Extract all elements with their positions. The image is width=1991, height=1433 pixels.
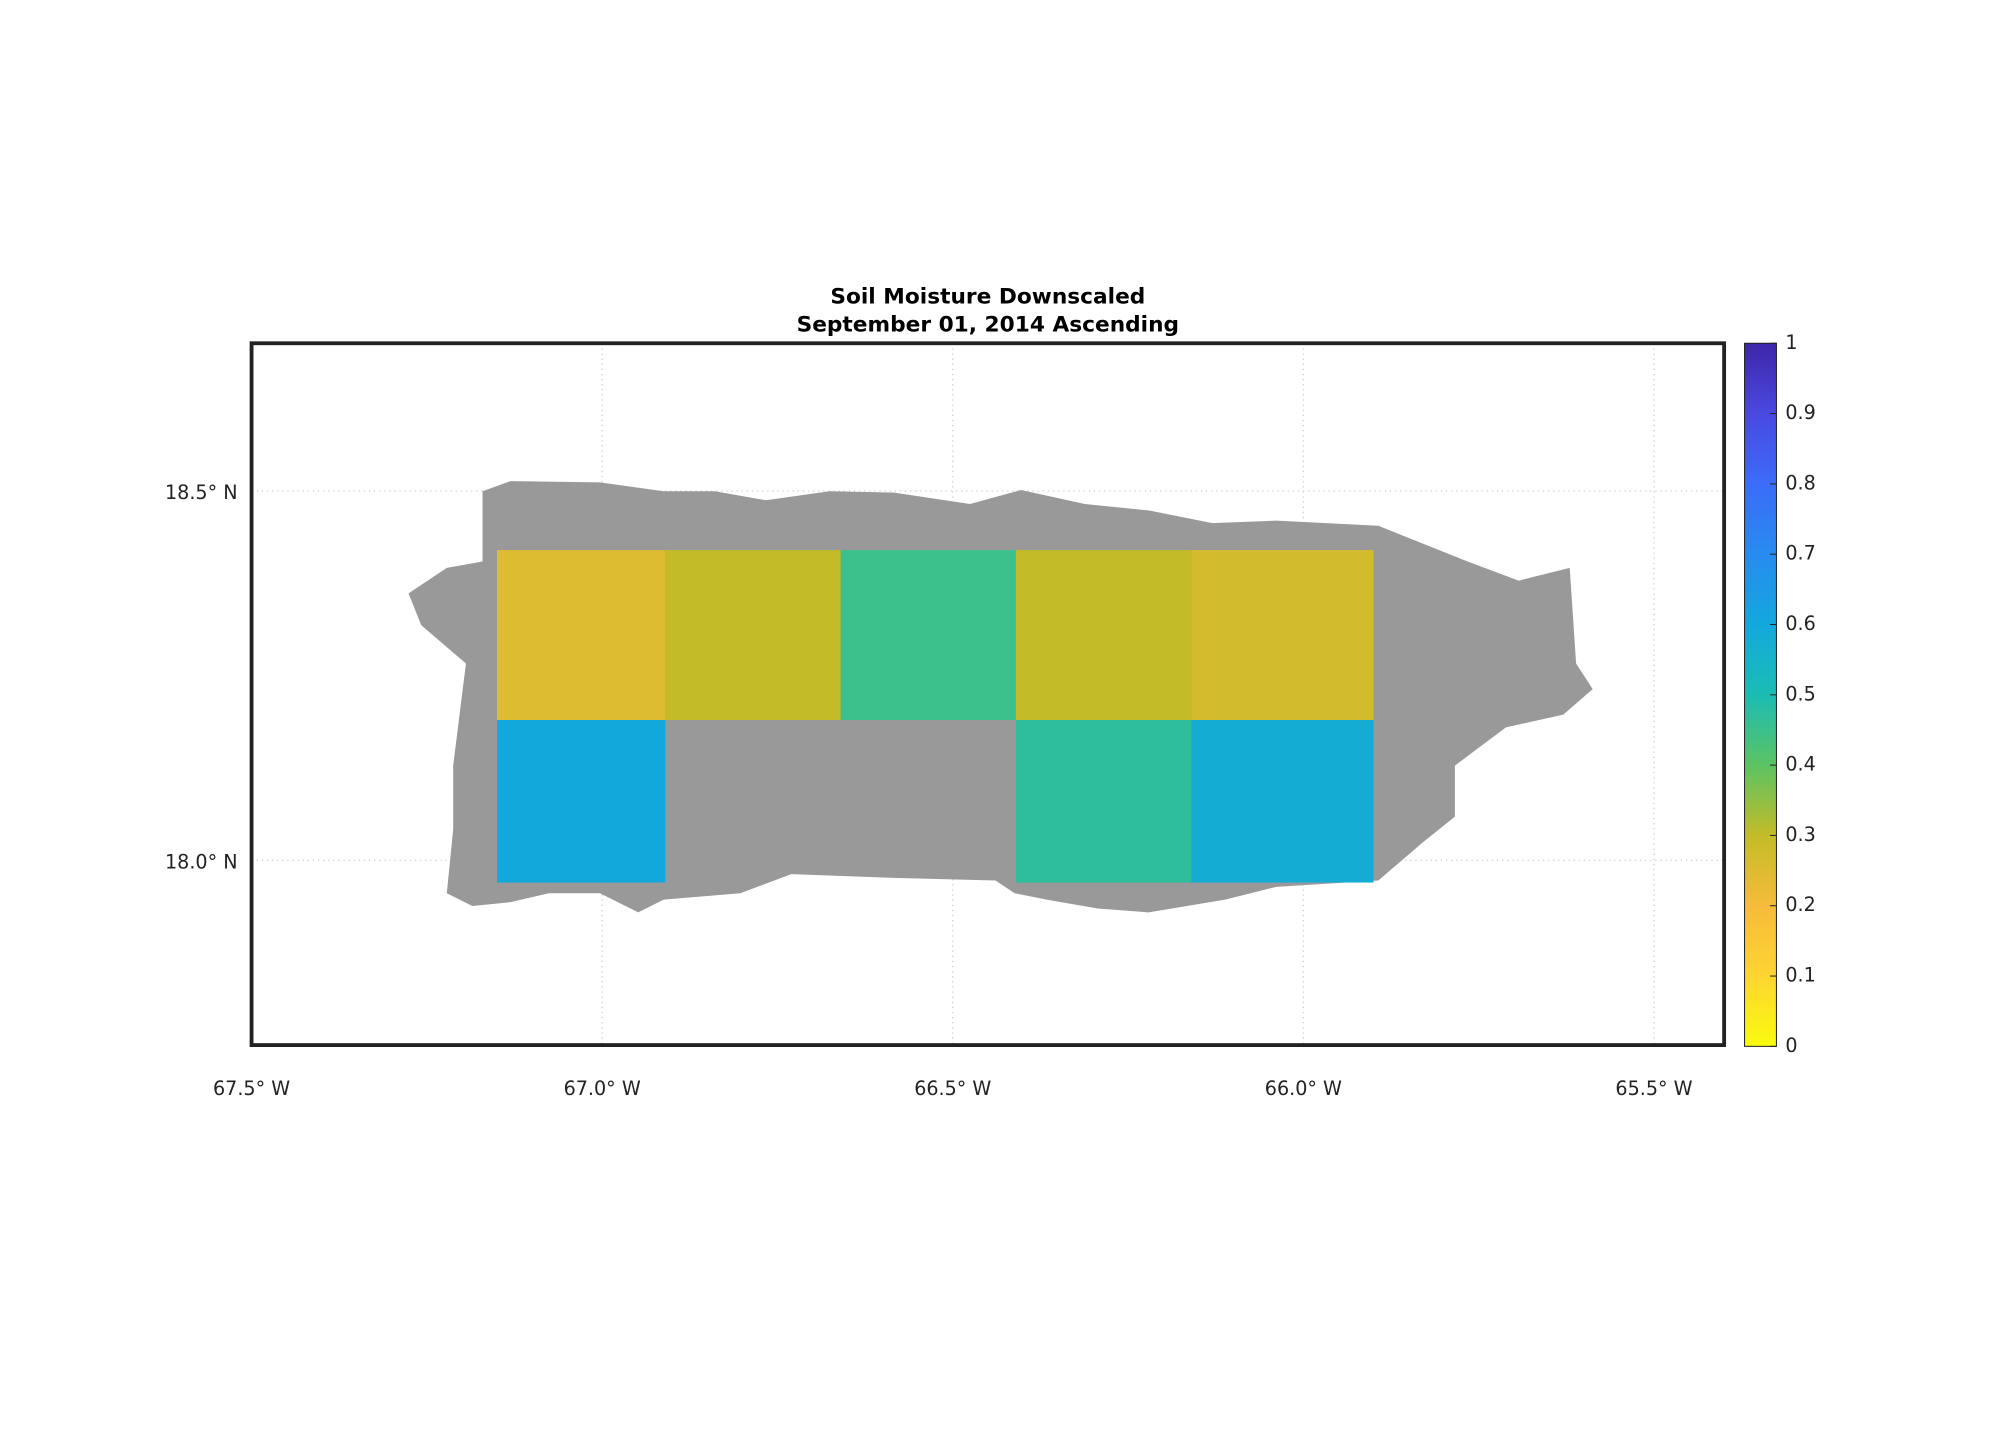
x-tick-label: 67.0° W xyxy=(564,1077,641,1100)
colorbar-tick-label: 0.7 xyxy=(1785,542,1815,565)
colorbar-tick-label: 0.3 xyxy=(1785,823,1815,846)
y-tick-label: 18.0° N xyxy=(165,850,238,873)
colorbar-tick-label: 0.2 xyxy=(1785,893,1815,916)
colorbar-tick-label: 0.1 xyxy=(1785,964,1815,987)
map-frame xyxy=(249,341,1727,1047)
colorbar-tick-label: 0.8 xyxy=(1785,471,1815,494)
soil-moisture-tile xyxy=(496,550,666,721)
soil-moisture-tile xyxy=(1191,720,1374,883)
colorbar-tick-label: 0.6 xyxy=(1785,612,1815,635)
colorbar-tick-label: 0.5 xyxy=(1785,682,1815,705)
y-tick-label: 18.5° N xyxy=(165,481,238,504)
soil-moisture-tile xyxy=(1015,720,1192,883)
x-tick-label: 66.0° W xyxy=(1265,1077,1342,1100)
soil-moisture-tile xyxy=(496,720,666,883)
soil-moisture-tile xyxy=(840,550,1016,721)
x-tick-label: 67.5° W xyxy=(213,1077,290,1100)
soil-moisture-tile xyxy=(665,550,841,721)
colorbar-tick-label: 0.4 xyxy=(1785,753,1815,776)
colorbar-tick-label: 0.9 xyxy=(1785,401,1815,424)
soil-moisture-tile xyxy=(1191,550,1374,721)
chart-title: Soil Moisture Downscaled xyxy=(830,284,1145,309)
x-tick-label: 66.5° W xyxy=(914,1077,991,1100)
chart-subtitle: September 01, 2014 Ascending xyxy=(797,312,1180,337)
colorbar-tick-label: 0 xyxy=(1785,1034,1797,1057)
x-tick-label: 65.5° W xyxy=(1615,1077,1692,1100)
soil-moisture-tile xyxy=(1015,550,1192,721)
colorbar-tick-label: 1 xyxy=(1785,331,1797,354)
